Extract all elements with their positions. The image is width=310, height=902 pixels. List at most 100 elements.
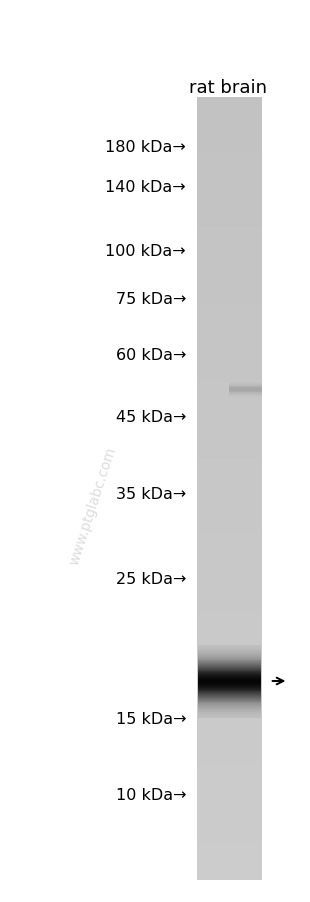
Bar — [197, 668, 262, 671]
Bar — [197, 678, 262, 682]
Bar — [198, 679, 261, 680]
Bar — [197, 616, 262, 620]
Bar — [197, 833, 262, 835]
Bar — [197, 695, 262, 697]
Bar — [197, 364, 262, 366]
Text: 140 kDa→: 140 kDa→ — [105, 180, 186, 196]
Bar — [198, 695, 261, 696]
Bar — [229, 383, 262, 384]
Bar — [197, 227, 262, 231]
Bar — [197, 806, 262, 810]
Bar — [197, 786, 262, 788]
Bar — [197, 285, 262, 289]
Bar — [197, 373, 262, 377]
Bar — [197, 382, 262, 384]
Bar — [198, 708, 261, 709]
Bar — [197, 817, 262, 820]
Bar — [197, 757, 262, 760]
Bar — [197, 416, 262, 419]
Bar — [197, 155, 262, 158]
Bar — [198, 674, 261, 675]
Bar — [197, 812, 262, 815]
Bar — [197, 408, 262, 410]
Bar — [197, 311, 262, 314]
Bar — [197, 587, 262, 591]
Bar — [198, 680, 261, 681]
Bar — [198, 705, 261, 706]
Bar — [229, 385, 262, 386]
Bar — [198, 691, 261, 692]
Bar — [197, 300, 262, 304]
Bar — [197, 788, 262, 791]
Bar — [229, 393, 262, 394]
Bar — [229, 390, 262, 391]
Bar — [197, 288, 262, 290]
Bar — [197, 238, 262, 242]
Bar — [197, 861, 262, 864]
Bar — [197, 418, 262, 421]
Bar — [197, 455, 262, 457]
Bar — [197, 308, 262, 312]
Bar — [197, 525, 262, 528]
Bar — [197, 759, 262, 763]
Bar — [229, 387, 262, 388]
Bar — [197, 540, 262, 544]
Bar — [198, 703, 261, 704]
Bar — [197, 554, 262, 557]
Bar — [197, 170, 262, 173]
Bar — [197, 822, 262, 825]
Bar — [197, 634, 262, 638]
Bar — [197, 848, 262, 851]
Bar — [197, 751, 262, 755]
Bar — [197, 473, 262, 476]
Bar — [197, 340, 262, 343]
Bar — [197, 277, 262, 281]
Bar — [197, 337, 262, 340]
Bar — [197, 413, 262, 416]
Bar — [197, 528, 262, 530]
Bar — [197, 674, 262, 676]
Bar — [198, 650, 261, 652]
Bar — [197, 108, 262, 111]
Bar — [198, 710, 261, 711]
Bar — [197, 572, 262, 575]
Bar — [198, 688, 261, 689]
Bar — [197, 465, 262, 468]
Bar — [198, 682, 261, 683]
Bar — [197, 707, 262, 711]
Bar — [197, 256, 262, 260]
Bar — [197, 290, 262, 293]
Bar — [198, 658, 261, 659]
Bar — [197, 827, 262, 831]
Bar — [197, 648, 262, 650]
Bar — [197, 426, 262, 429]
Bar — [197, 804, 262, 807]
Bar — [197, 630, 262, 632]
Bar — [197, 590, 262, 594]
Bar — [198, 716, 261, 717]
Bar — [229, 388, 262, 389]
Bar — [198, 685, 261, 686]
Bar — [197, 820, 262, 823]
Bar — [198, 661, 261, 662]
Bar — [197, 601, 262, 603]
Bar — [197, 470, 262, 474]
Bar — [197, 736, 262, 739]
Bar — [197, 684, 262, 687]
Bar — [197, 233, 262, 236]
Bar — [197, 723, 262, 726]
Bar — [198, 684, 261, 685]
Bar — [229, 391, 262, 392]
Text: 60 kDa→: 60 kDa→ — [116, 348, 186, 364]
Text: 75 kDa→: 75 kDa→ — [116, 292, 186, 308]
Bar — [198, 707, 261, 708]
Bar — [197, 483, 262, 486]
Bar — [197, 390, 262, 392]
Bar — [197, 168, 262, 170]
Bar — [197, 204, 262, 207]
Bar — [197, 199, 262, 202]
Bar — [198, 681, 261, 682]
Bar — [197, 631, 262, 635]
Bar — [197, 637, 262, 640]
Text: 15 kDa→: 15 kDa→ — [116, 712, 186, 727]
